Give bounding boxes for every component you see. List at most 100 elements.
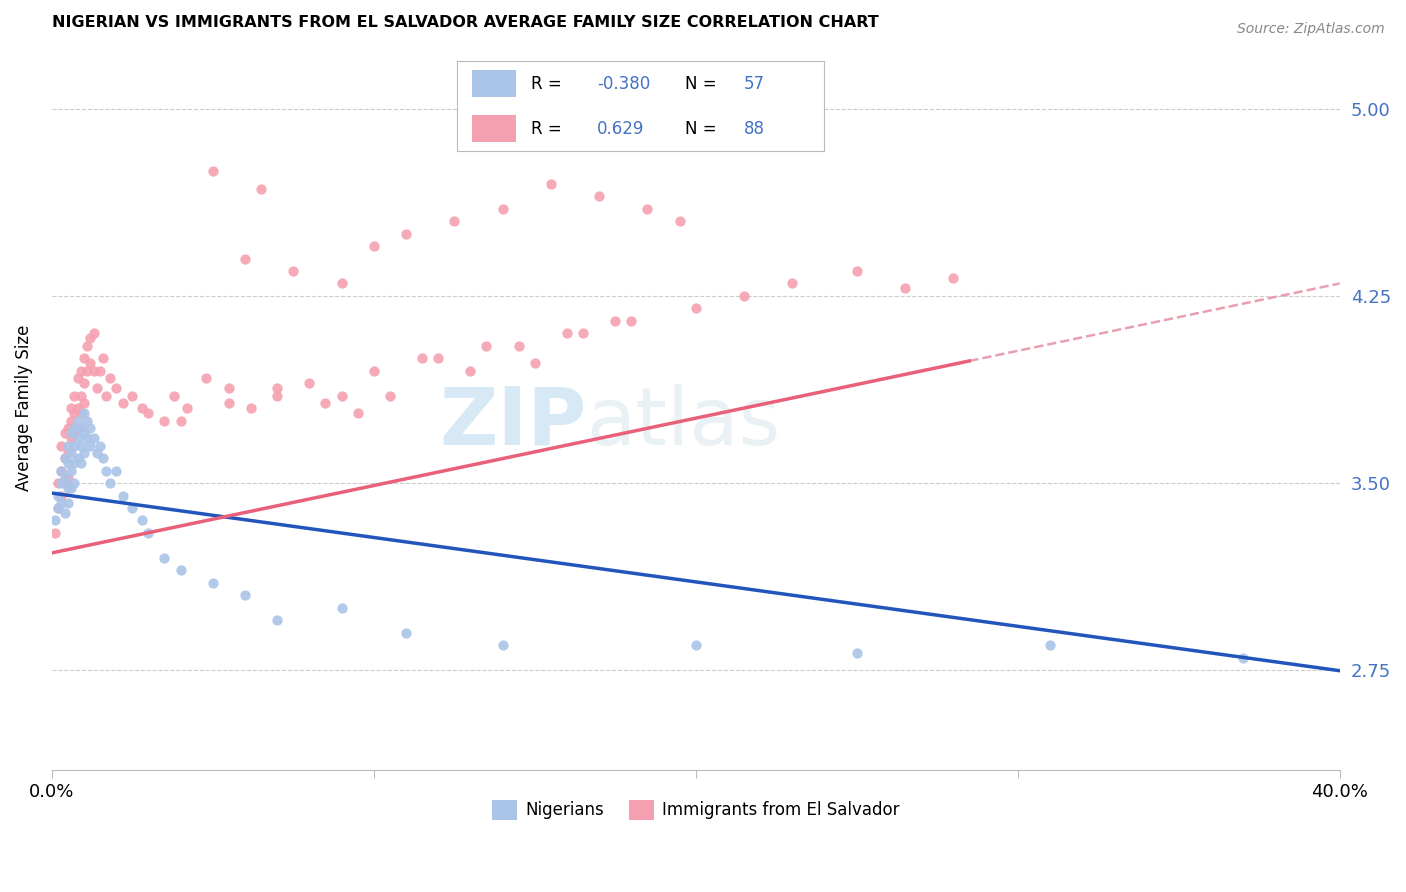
Point [79,421,101,435]
Point [46,501,69,516]
Point [73,376,96,391]
Point [363,364,385,378]
Point [491,638,513,652]
Point [51,439,73,453]
Point [66,451,89,466]
Point [63,389,86,403]
Point [69,421,91,435]
Point [56,439,79,453]
Point [138,406,160,420]
Point [620,314,643,328]
Point [63,421,86,435]
Point [218,396,240,410]
Point [176,401,198,416]
Point [66,401,89,416]
Point [491,202,513,216]
Point [89,439,111,453]
Point [668,214,690,228]
Point [56,446,79,460]
Point [555,326,578,341]
Point [266,389,288,403]
Point [60,446,83,460]
Point [79,439,101,453]
Y-axis label: Average Family Size: Average Family Size [15,325,32,491]
Point [153,414,176,428]
Point [76,364,98,378]
Point [76,339,98,353]
Point [572,326,595,341]
Point [153,550,176,565]
Point [60,414,83,428]
Point [83,364,105,378]
Text: ZIP: ZIP [439,384,586,462]
Point [63,476,86,491]
Point [411,351,433,366]
Point [201,575,224,590]
Point [56,471,79,485]
Point [233,588,256,602]
Point [56,456,79,470]
Point [76,414,98,428]
Point [69,389,91,403]
Point [111,489,134,503]
Point [79,331,101,345]
Point [845,646,868,660]
Point [73,351,96,366]
Point [60,481,83,495]
Point [79,356,101,370]
Point [91,351,114,366]
Point [73,446,96,460]
Point [443,214,465,228]
Point [395,227,418,241]
Point [298,376,321,391]
Point [56,421,79,435]
Point [63,426,86,441]
Point [588,189,610,203]
Point [105,464,128,478]
Point [240,401,263,416]
Point [283,264,305,278]
Point [314,396,336,410]
Point [105,381,128,395]
Point [63,456,86,470]
Point [51,464,73,478]
Point [98,371,121,385]
Point [250,182,273,196]
Point [63,439,86,453]
Point [138,526,160,541]
Point [53,471,76,485]
Point [266,613,288,627]
Point [346,406,368,420]
Point [942,271,965,285]
Point [782,277,804,291]
Point [83,326,105,341]
Point [475,339,498,353]
Point [845,264,868,278]
Point [89,364,111,378]
Point [685,301,707,316]
Point [427,351,450,366]
Point [540,177,562,191]
Point [73,396,96,410]
Point [233,252,256,266]
Point [60,464,83,478]
Text: NIGERIAN VS IMMIGRANTS FROM EL SALVADOR AVERAGE FAMILY SIZE CORRELATION CHART: NIGERIAN VS IMMIGRANTS FROM EL SALVADOR … [52,15,879,30]
Point [51,496,73,510]
Point [395,625,418,640]
Point [46,501,69,516]
Point [73,426,96,441]
Point [44,526,66,541]
Point [60,401,83,416]
Point [53,506,76,520]
Point [218,381,240,395]
Point [73,406,96,420]
Point [96,389,118,403]
Point [733,289,755,303]
Point [131,514,153,528]
Point [98,476,121,491]
Point [44,514,66,528]
Point [636,202,658,216]
Point [66,414,89,428]
Point [83,431,105,445]
Point [330,277,353,291]
